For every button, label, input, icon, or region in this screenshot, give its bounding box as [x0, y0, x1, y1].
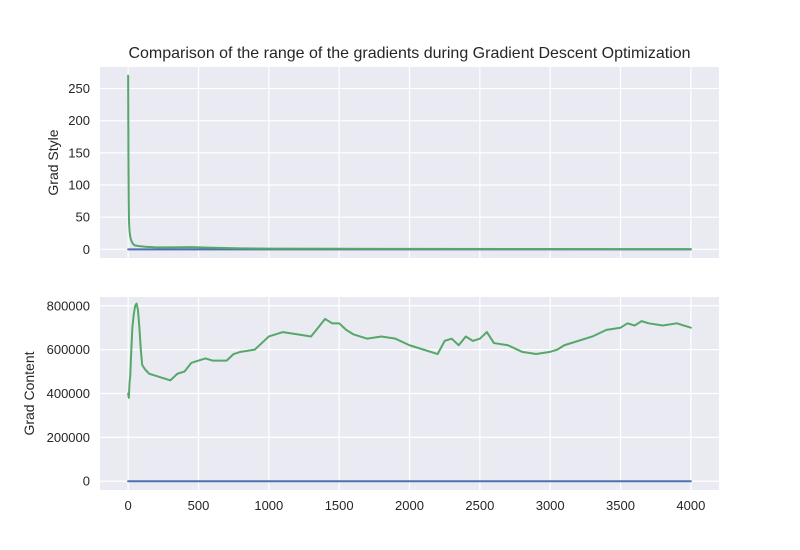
x-tick-label: 3500: [606, 498, 635, 513]
y-axis-label: Grad Content: [21, 351, 37, 435]
x-tick-label: 4000: [676, 498, 705, 513]
y-tick-label: 800000: [47, 298, 90, 313]
series-line: [127, 302, 692, 399]
grad-content-panel: 0 200000 400000 600000 800000 0 500 1000 1500 200…: [21, 297, 719, 513]
y-tick-label: 150: [68, 145, 90, 160]
series-line: [127, 74, 692, 251]
x-tick-label: 500: [188, 498, 210, 513]
chart-title: Comparison of the range of the gradients…: [128, 45, 690, 62]
x-tick-label: 2500: [465, 498, 494, 513]
y-tick-label: 100: [68, 178, 90, 193]
y-tick-label: 200: [68, 113, 90, 128]
y-tick-label: 400000: [47, 386, 90, 401]
x-tick-label: 2000: [395, 498, 424, 513]
x-tick-label: 1500: [325, 498, 354, 513]
y-tick-label: 0: [83, 242, 90, 257]
y-tick-label: 250: [68, 81, 90, 96]
x-tick-label: 0: [125, 498, 132, 513]
y-tick-label: 0: [83, 474, 90, 489]
y-tick-label: 50: [76, 210, 90, 225]
grad-style-panel: 0 50 100 150 200 250 Grad Style: [45, 67, 719, 258]
y-tick-label: 200000: [47, 430, 90, 445]
x-tick-label: 1000: [254, 498, 283, 513]
y-tick-label: 600000: [47, 342, 90, 357]
y-axis-label: Grad Style: [45, 129, 61, 195]
x-tick-label: 3000: [536, 498, 565, 513]
